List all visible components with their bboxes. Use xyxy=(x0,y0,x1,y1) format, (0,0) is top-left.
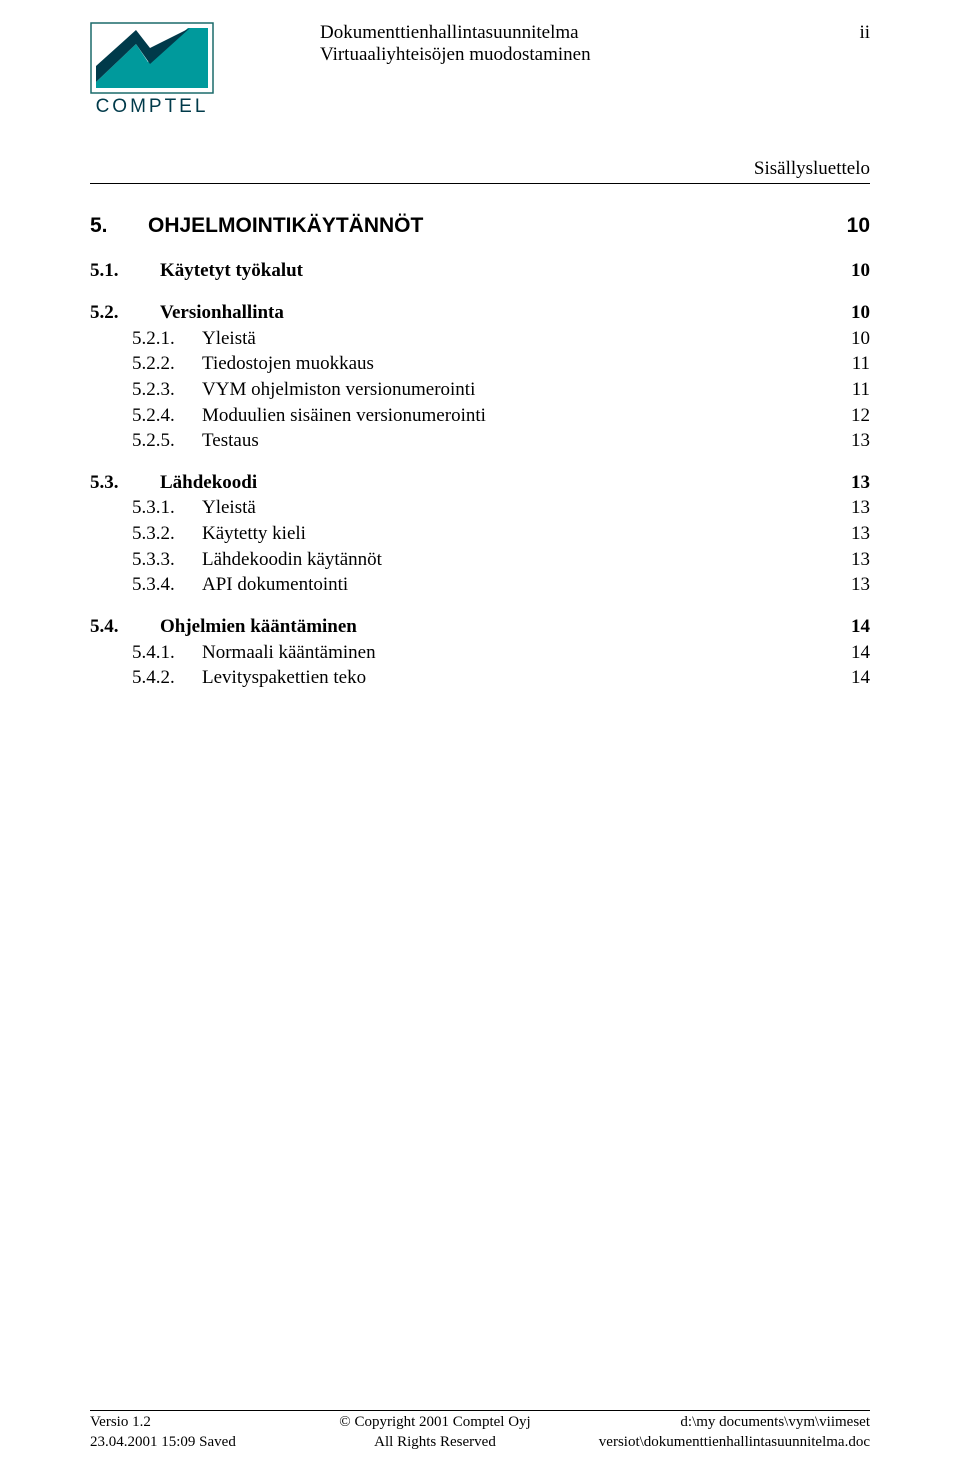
section-label: Sisällysluettelo xyxy=(90,158,870,180)
toc-page: 14 xyxy=(830,614,870,640)
toc-heading-3: 5.4.1.Normaali kääntäminen 14 xyxy=(90,640,870,666)
header-titles: Dokumenttienhallintasuunnitelma Virtuaal… xyxy=(240,22,830,66)
footer-rights: All Rights Reserved xyxy=(320,1433,550,1453)
table-of-contents: 5. OHJELMOINTIKÄYTÄNNÖT 10 5.1. Käytetyt… xyxy=(90,212,870,691)
toc-page: 11 xyxy=(830,377,870,403)
footer-right: d:\my documents\vym\viimeset versiot\dok… xyxy=(550,1413,870,1452)
toc-heading-2: 5.1. Käytetyt työkalut 10 xyxy=(90,258,870,284)
toc-heading-3: 5.2.1.Yleistä 10 xyxy=(90,326,870,352)
footer-divider xyxy=(90,1410,870,1411)
toc-num: 5.4.1. xyxy=(132,640,202,666)
page-number: ii xyxy=(850,22,870,44)
toc-text: Käytetyt työkalut xyxy=(160,258,303,284)
toc-num: 5.1. xyxy=(90,258,160,284)
toc-heading-3: 5.2.3.VYM ohjelmiston versionumerointi 1… xyxy=(90,377,870,403)
toc-num: 5.4. xyxy=(90,614,160,640)
toc-text: Käytetty kieli xyxy=(202,521,306,547)
toc-num: 5.2.5. xyxy=(132,428,202,454)
toc-page: 13 xyxy=(830,521,870,547)
toc-text: Lähdekoodin käytännöt xyxy=(202,547,382,573)
footer-copyright: © Copyright 2001 Comptel Oyj xyxy=(320,1413,550,1433)
toc-num: 5.3.3. xyxy=(132,547,202,573)
toc-text: OHJELMOINTIKÄYTÄNNÖT xyxy=(148,212,423,240)
toc-num: 5.2.3. xyxy=(132,377,202,403)
page-footer: Versio 1.2 23.04.2001 15:09 Saved © Copy… xyxy=(90,1410,870,1452)
toc-text: Testaus xyxy=(202,428,259,454)
toc-text: Yleistä xyxy=(202,326,256,352)
page-header: COMPTEL Dokumenttienhallintasuunnitelma … xyxy=(90,22,870,118)
toc-heading-2: 5.3. Lähdekoodi 13 xyxy=(90,470,870,496)
toc-heading-3: 5.2.4.Moduulien sisäinen versionumeroint… xyxy=(90,403,870,429)
page-content: COMPTEL Dokumenttienhallintasuunnitelma … xyxy=(0,0,960,691)
toc-heading-3: 5.4.2.Levityspakettien teko 14 xyxy=(90,665,870,691)
toc-num: 5.3. xyxy=(90,470,160,496)
footer-path-2: versiot\dokumenttienhallintasuunnitelma.… xyxy=(550,1433,870,1453)
toc-text: Tiedostojen muokkaus xyxy=(202,351,374,377)
toc-num: 5.2.2. xyxy=(132,351,202,377)
toc-page: 10 xyxy=(830,212,870,240)
toc-num: 5.2.1. xyxy=(132,326,202,352)
toc-heading-3: 5.3.3.Lähdekoodin käytännöt 13 xyxy=(90,547,870,573)
toc-page: 13 xyxy=(830,495,870,521)
toc-page: 10 xyxy=(830,326,870,352)
toc-page: 13 xyxy=(830,572,870,598)
footer-saved: 23.04.2001 15:09 Saved xyxy=(90,1433,320,1453)
toc-page: 10 xyxy=(830,258,870,284)
footer-path-1: d:\my documents\vym\viimeset xyxy=(550,1413,870,1433)
footer-center: © Copyright 2001 Comptel Oyj All Rights … xyxy=(320,1413,550,1452)
toc-num: 5. xyxy=(90,212,148,240)
toc-heading-2: 5.4. Ohjelmien kääntäminen 14 xyxy=(90,614,870,640)
toc-page: 10 xyxy=(830,300,870,326)
toc-text: Moduulien sisäinen versionumerointi xyxy=(202,403,486,429)
toc-num: 5.2.4. xyxy=(132,403,202,429)
toc-num: 5.3.1. xyxy=(132,495,202,521)
toc-text: Levityspakettien teko xyxy=(202,665,366,691)
toc-text: Normaali kääntäminen xyxy=(202,640,376,666)
toc-page: 14 xyxy=(830,640,870,666)
toc-heading-3: 5.2.2.Tiedostojen muokkaus 11 xyxy=(90,351,870,377)
toc-page: 13 xyxy=(830,428,870,454)
toc-heading-3: 5.3.2.Käytetty kieli 13 xyxy=(90,521,870,547)
logo-brand-text: COMPTEL xyxy=(90,96,214,118)
toc-page: 12 xyxy=(830,403,870,429)
toc-num: 5.3.2. xyxy=(132,521,202,547)
toc-heading-3: 5.3.4.API dokumentointi 13 xyxy=(90,572,870,598)
toc-heading-2: 5.2. Versionhallinta 10 xyxy=(90,300,870,326)
toc-heading-3: 5.3.1.Yleistä 13 xyxy=(90,495,870,521)
logo-block: COMPTEL xyxy=(90,22,220,118)
toc-heading-1: 5. OHJELMOINTIKÄYTÄNNÖT 10 xyxy=(90,212,870,240)
toc-text: Ohjelmien kääntäminen xyxy=(160,614,357,640)
toc-page: 13 xyxy=(830,547,870,573)
toc-text: Versionhallinta xyxy=(160,300,284,326)
toc-num: 5.2. xyxy=(90,300,160,326)
comptel-logo-icon xyxy=(90,22,214,94)
toc-page: 11 xyxy=(830,351,870,377)
toc-heading-3: 5.2.5.Testaus 13 xyxy=(90,428,870,454)
footer-version: Versio 1.2 xyxy=(90,1413,320,1433)
toc-text: Lähdekoodi xyxy=(160,470,257,496)
toc-page: 14 xyxy=(830,665,870,691)
toc-num: 5.3.4. xyxy=(132,572,202,598)
toc-num: 5.4.2. xyxy=(132,665,202,691)
footer-left: Versio 1.2 23.04.2001 15:09 Saved xyxy=(90,1413,320,1452)
doc-title-line1: Dokumenttienhallintasuunnitelma xyxy=(320,22,830,44)
toc-text: VYM ohjelmiston versionumerointi xyxy=(202,377,475,403)
toc-page: 13 xyxy=(830,470,870,496)
toc-text: API dokumentointi xyxy=(202,572,348,598)
header-divider xyxy=(90,183,870,184)
doc-title-line2: Virtuaaliyhteisöjen muodostaminen xyxy=(320,44,830,66)
toc-text: Yleistä xyxy=(202,495,256,521)
